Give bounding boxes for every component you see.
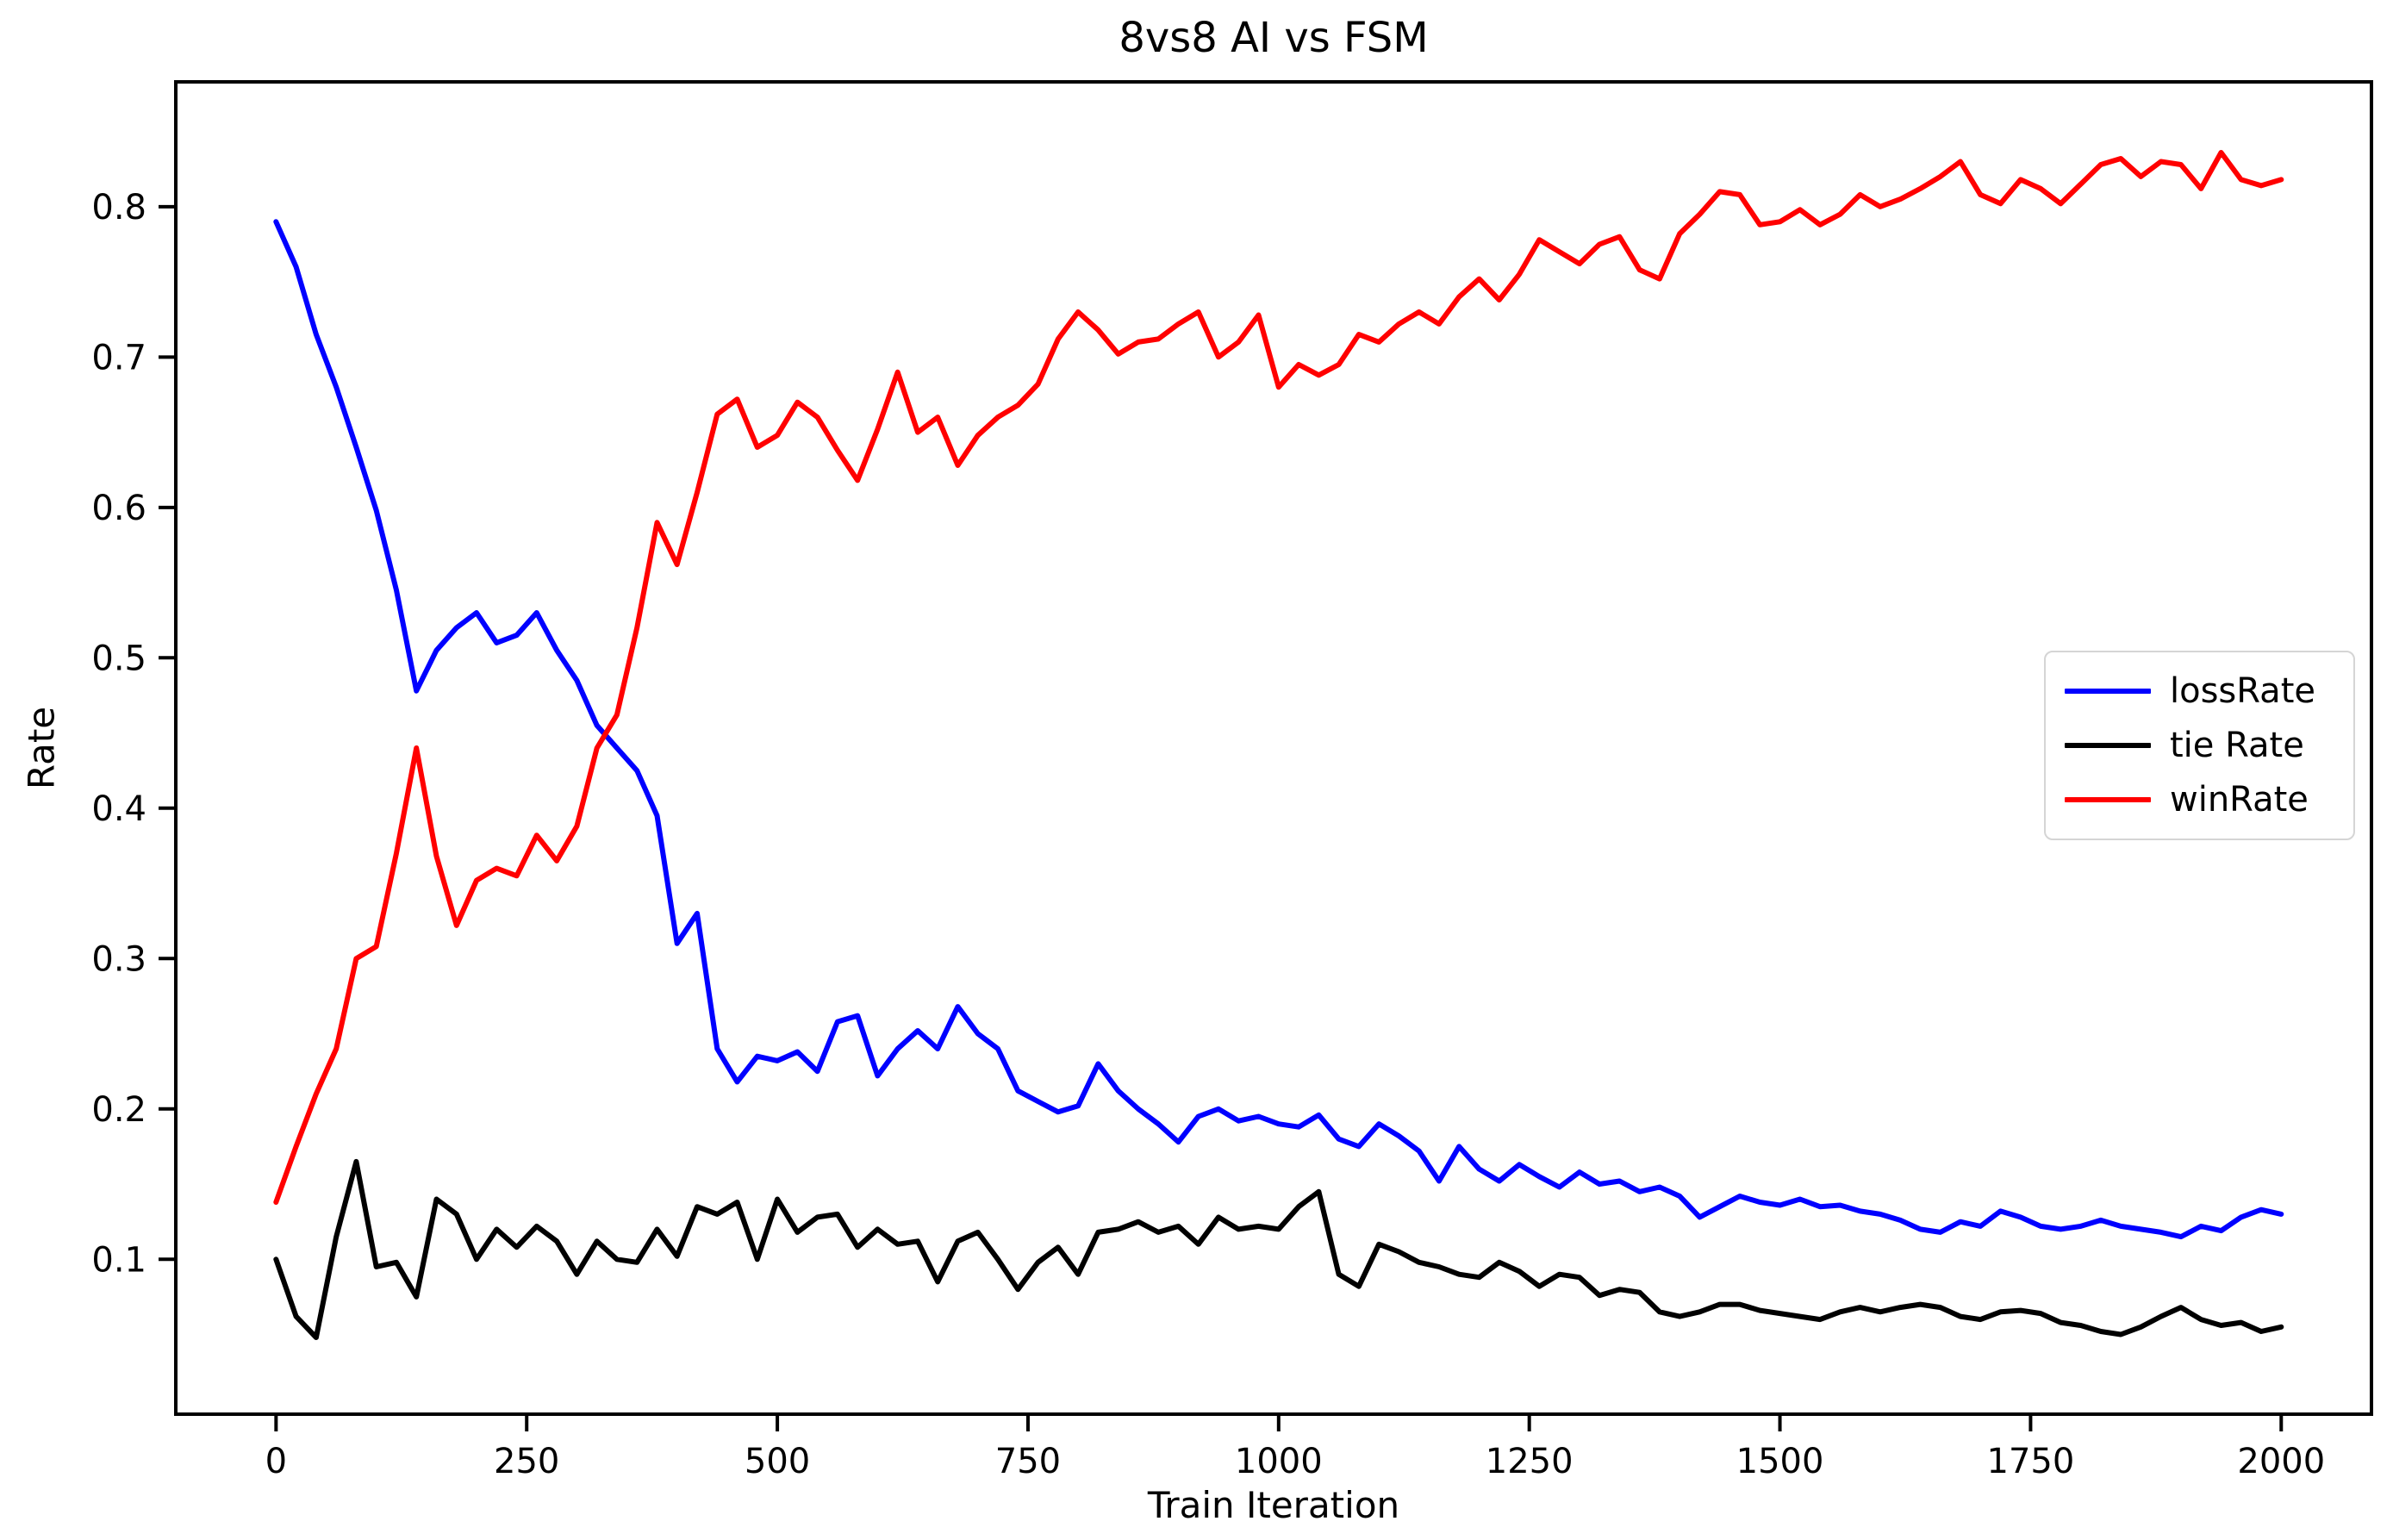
x-tick-label: 500 xyxy=(745,1442,810,1481)
x-tick-label: 1750 xyxy=(1987,1442,2075,1481)
legend-label: tie Rate xyxy=(2170,725,2304,765)
chart-title: 8vs8 AI vs FSM xyxy=(1119,14,1429,62)
x-tick-label: 0 xyxy=(265,1442,287,1481)
series-line-tie-rate xyxy=(273,1158,2284,1340)
x-tick-label: 1000 xyxy=(1235,1442,1323,1481)
y-tick-label: 0.6 xyxy=(91,489,146,528)
x-tick-label: 250 xyxy=(494,1442,559,1481)
legend: lossRate tie Rate winRate xyxy=(2044,651,2355,840)
winrate-line-swatch xyxy=(2065,796,2151,802)
x-axis-label: Train Iteration xyxy=(1147,1484,1400,1526)
y-tick-label: 0.4 xyxy=(91,789,146,829)
legend-label: winRate xyxy=(2170,779,2309,820)
y-tick-label: 0.1 xyxy=(91,1240,146,1280)
lossrate-line-swatch xyxy=(2065,689,2151,695)
y-axis-label: Rate xyxy=(20,706,63,790)
legend-label: lossRate xyxy=(2170,671,2315,712)
y-tick-label: 0.7 xyxy=(91,338,146,377)
series-line-winrate xyxy=(273,150,2284,1205)
tierate-line-swatch xyxy=(2065,742,2151,748)
legend-entry-lossrate: lossRate xyxy=(2046,674,2353,708)
legend-entry-winrate: winRate xyxy=(2046,782,2353,817)
y-tick-label: 0.3 xyxy=(91,939,146,979)
x-tick-label: 1250 xyxy=(1486,1442,1574,1481)
x-tick-label: 1500 xyxy=(1736,1442,1824,1481)
x-tick-label: 2000 xyxy=(2237,1442,2325,1481)
legend-entry-tierate: tie Rate xyxy=(2046,728,2353,763)
x-tick-label: 750 xyxy=(995,1442,1061,1481)
series-line-lossrate xyxy=(273,219,2284,1240)
data-series xyxy=(273,150,2284,1340)
y-tick-label: 0.8 xyxy=(91,188,146,228)
axis-ticks: 0 250 500 750 1000 1250 1500 1750 2000 0.1 0.2 0.3 0… xyxy=(91,188,2325,1481)
y-tick-label: 0.2 xyxy=(91,1090,146,1130)
plot-frame xyxy=(174,80,2373,1416)
y-tick-label: 0.5 xyxy=(91,639,146,678)
